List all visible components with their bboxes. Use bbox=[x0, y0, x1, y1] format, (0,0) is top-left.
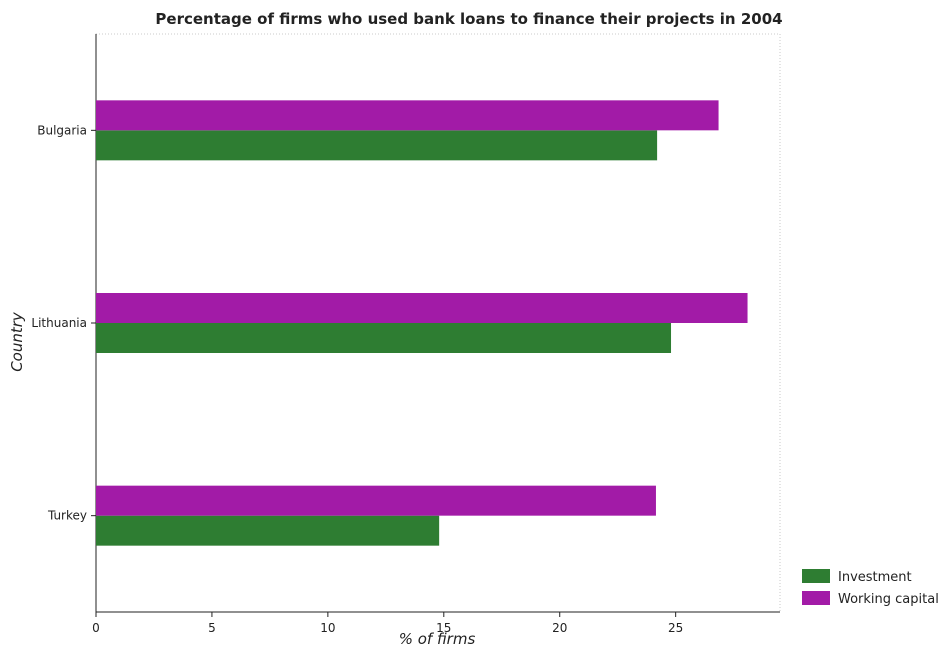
bar-working-capital-turkey bbox=[96, 485, 656, 516]
chart-title: Percentage of firms who used bank loans … bbox=[155, 10, 782, 28]
legend-label: Investment bbox=[838, 570, 912, 585]
bar-investment-lithuania bbox=[96, 323, 672, 353]
y-axis-label: Country bbox=[8, 311, 26, 372]
x-tick-label: 25 bbox=[668, 621, 683, 635]
y-tick-label: Lithuania bbox=[31, 316, 87, 330]
legend-swatch bbox=[802, 591, 830, 605]
legend-label: Working capital bbox=[838, 592, 939, 607]
bar-investment-turkey bbox=[96, 515, 440, 546]
y-tick-label: Bulgaria bbox=[37, 123, 87, 137]
legend-swatch bbox=[802, 569, 830, 583]
bar-investment-bulgaria bbox=[96, 130, 658, 161]
x-tick-label: 10 bbox=[320, 621, 335, 635]
y-tick-label: Turkey bbox=[47, 509, 87, 523]
x-tick-label: 20 bbox=[552, 621, 567, 635]
x-tick-label: 5 bbox=[208, 621, 216, 635]
bar-working-capital-lithuania bbox=[96, 293, 748, 323]
plot-area: 0 5 10 15 20 25 Bulgaria Lithuania Turkey bbox=[31, 33, 781, 635]
bar-working-capital-bulgaria bbox=[96, 100, 719, 131]
x-axis-label: % of firms bbox=[399, 630, 476, 648]
x-tick-label: 0 bbox=[92, 621, 100, 635]
x-tick-label: 15 bbox=[436, 621, 451, 635]
legend: Investment Working capital bbox=[802, 569, 939, 607]
